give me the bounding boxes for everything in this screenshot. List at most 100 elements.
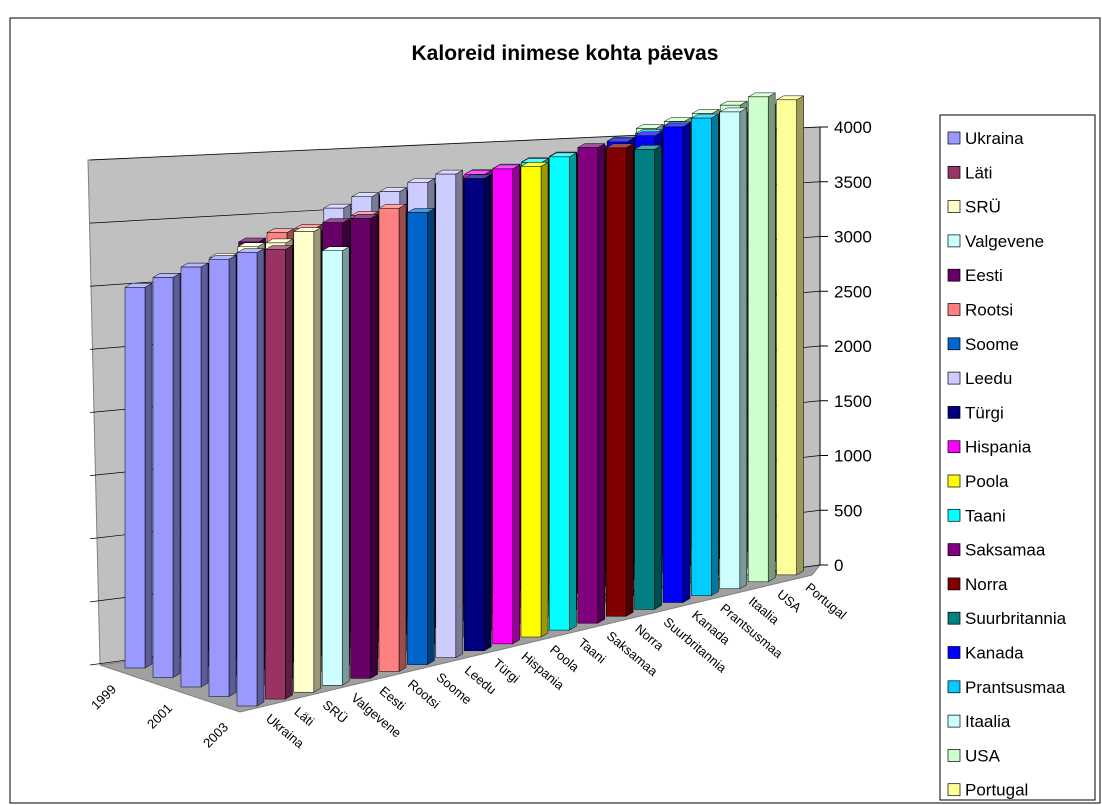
bar-front (463, 178, 485, 652)
legend-label: Prantsusmaa (965, 678, 1066, 697)
bar-side (200, 262, 209, 688)
bar (406, 208, 436, 666)
bar-side (313, 227, 322, 693)
y-tick-label: 2000 (834, 337, 872, 356)
bar-front (634, 149, 655, 610)
legend-box (939, 114, 1096, 801)
bar-side (256, 248, 265, 707)
bar-side (739, 107, 748, 590)
bar-front (776, 99, 797, 576)
legend-swatch (947, 440, 961, 454)
legend-label: Portugal (965, 781, 1028, 800)
legend-label: USA (965, 746, 1001, 765)
bar-front (662, 126, 684, 603)
legend-swatch (947, 783, 961, 797)
bar-front (520, 166, 542, 638)
bar (775, 95, 805, 576)
bar-side (483, 174, 492, 652)
bar (124, 282, 153, 669)
bar (662, 122, 691, 603)
legend-swatch (947, 337, 961, 351)
bar-front (435, 173, 457, 658)
bar-front (124, 287, 146, 669)
bar-front (152, 277, 174, 678)
bar-side (597, 143, 606, 624)
bar-side (341, 246, 350, 686)
legend-swatch (947, 611, 961, 625)
legend-swatch (947, 131, 961, 145)
bar-side (370, 213, 378, 679)
bar-side (654, 144, 662, 610)
bar (576, 143, 606, 624)
y-tick-label: 500 (834, 501, 862, 520)
bar-side (455, 169, 464, 659)
legend-label: Leedu (965, 369, 1012, 388)
legend-label: Türgi (965, 403, 1004, 422)
legend-swatch (947, 749, 961, 762)
bar (236, 248, 265, 707)
bar-side (398, 203, 407, 672)
y-tick-label: 1500 (834, 392, 872, 411)
bar (690, 113, 720, 597)
bar-side (625, 143, 634, 617)
bar (633, 144, 663, 610)
y-tick-label: 3000 (834, 228, 872, 247)
legend-label: Eesti (965, 266, 1003, 285)
bar-side (682, 122, 691, 603)
legend-label: Poola (965, 472, 1009, 491)
y-tick-label: 3500 (834, 173, 872, 192)
bar-front (747, 96, 769, 583)
legend-swatch (947, 577, 961, 591)
legend-swatch (947, 406, 961, 419)
bar-front (378, 207, 400, 672)
y-tick-label: 4000 (834, 118, 872, 137)
bar-side (228, 254, 237, 697)
bar (264, 245, 294, 700)
legend-swatch (947, 714, 961, 728)
legend-label: Taani (965, 506, 1006, 525)
bar-front (350, 218, 371, 679)
bar-side (540, 161, 549, 638)
bar-front (265, 249, 286, 700)
bar (463, 174, 493, 652)
legend-swatch (947, 543, 961, 556)
legend-label: Suurbritannia (965, 609, 1067, 628)
legend-label: SRÜ (965, 198, 1001, 217)
legend-label: Rootsi (965, 301, 1013, 320)
bar-side (172, 272, 181, 678)
chart-title: Kaloreid inimese kohta päevas (412, 42, 719, 65)
bar-front (691, 117, 712, 596)
bar (349, 213, 379, 679)
legend-swatch (947, 371, 961, 385)
bar (321, 246, 351, 686)
bar-front (293, 231, 315, 693)
legend-swatch (947, 303, 961, 316)
legend-swatch (947, 200, 961, 213)
legend-swatch (947, 680, 961, 694)
bar-front (321, 250, 343, 686)
bar-side (767, 92, 776, 583)
bar (378, 203, 407, 672)
legend-swatch (947, 234, 961, 248)
legend-label: Itaalia (965, 712, 1011, 731)
bar-side (796, 95, 804, 576)
bar (747, 92, 777, 583)
bar (605, 143, 635, 617)
bar-side (144, 282, 153, 669)
bar-side (512, 164, 520, 645)
bar-side (711, 113, 719, 597)
bar-front (577, 147, 599, 624)
bar (434, 169, 464, 659)
legend-label: Läti (965, 163, 992, 182)
legend-label: Hispania (965, 438, 1032, 457)
bar (718, 107, 748, 590)
bar-side (285, 245, 293, 700)
legend-swatch (947, 508, 961, 522)
legend-label: Valgevene (965, 232, 1044, 251)
legend-label: Saksamaa (965, 541, 1046, 560)
bar-front (236, 252, 258, 707)
bar-front (719, 111, 741, 589)
legend-label: Kanada (965, 644, 1024, 663)
